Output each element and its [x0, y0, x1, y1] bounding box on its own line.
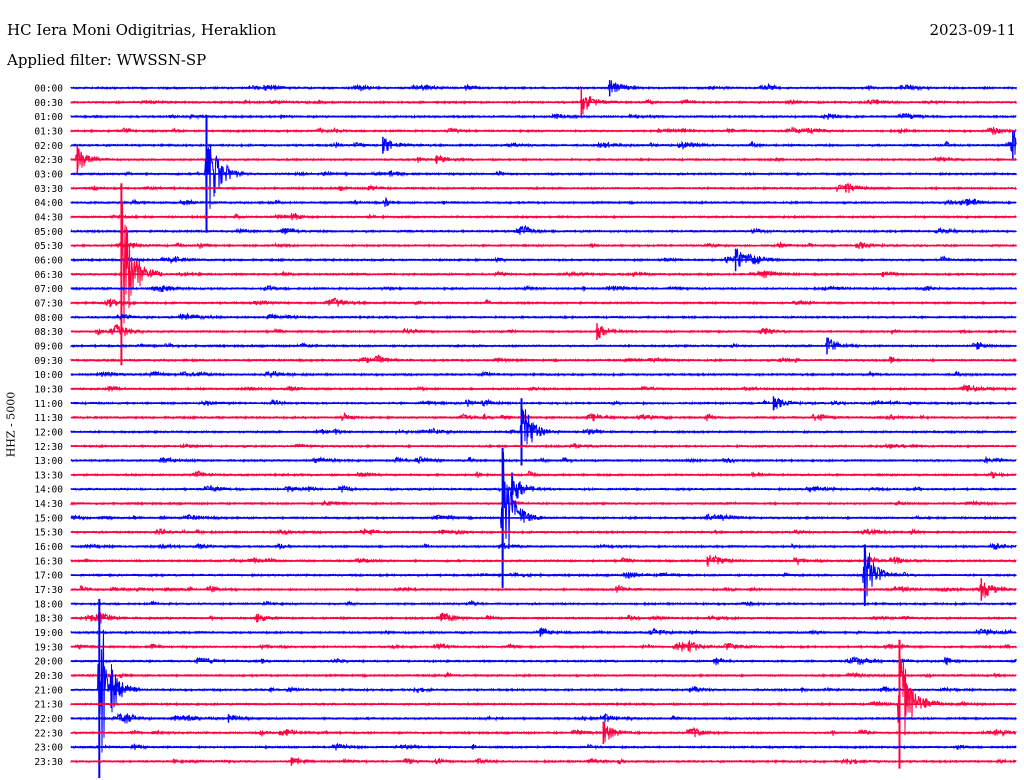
row-time-label: 04:30 — [34, 212, 63, 223]
row-time-label: 13:00 — [34, 456, 63, 467]
row-time-label: 01:00 — [34, 112, 63, 123]
row-time-label: 17:00 — [34, 571, 63, 582]
row-time-label: 22:30 — [34, 728, 63, 739]
trace-row-0200 — [70, 130, 1017, 155]
row-time-label: 19:00 — [34, 628, 63, 639]
row-time-label: 21:00 — [34, 685, 63, 696]
row-time-label: 23:30 — [34, 757, 63, 768]
row-time-label: 13:30 — [34, 470, 63, 481]
row-time-label: 17:30 — [34, 585, 63, 596]
trace-row-0500 — [70, 225, 1017, 235]
row-time-label: 00:30 — [34, 98, 63, 109]
row-time-label: 05:30 — [34, 241, 63, 252]
row-time-label: 05:00 — [34, 227, 63, 238]
row-time-label: 20:30 — [34, 671, 63, 682]
trace-row-1900 — [70, 627, 1017, 636]
trace-row-0300 — [70, 145, 1017, 209]
row-time-label: 19:30 — [34, 642, 63, 653]
row-time-label: 02:30 — [34, 155, 63, 166]
row-time-label: 01:30 — [34, 126, 63, 137]
row-time-label: 07:00 — [34, 284, 63, 295]
trace-row-2100 — [70, 629, 1017, 753]
row-time-label: 21:30 — [34, 700, 63, 711]
row-time-label: 07:30 — [34, 298, 63, 309]
row-time-label: 03:00 — [34, 169, 63, 180]
trace-row-1100 — [70, 397, 1017, 410]
row-time-label: 18:30 — [34, 614, 63, 625]
trace-row-0600 — [70, 247, 1017, 267]
row-time-label: 10:30 — [34, 384, 63, 395]
row-time-label: 18:00 — [34, 599, 63, 610]
row-time-label: 03:30 — [34, 184, 63, 195]
row-time-label: 22:00 — [34, 714, 63, 725]
row-time-label: 14:30 — [34, 499, 63, 510]
row-time-label: 08:00 — [34, 313, 63, 324]
row-time-label: 06:00 — [34, 255, 63, 266]
trace-row-2130 — [70, 655, 1017, 736]
trace-row-0900 — [70, 337, 1017, 350]
trace-row-1200 — [70, 409, 1017, 445]
trace-row-1400 — [70, 474, 1017, 499]
row-time-label: 02:00 — [34, 141, 63, 152]
row-time-label: 16:00 — [34, 542, 63, 553]
station-title: HC Iera Moni Odigitrias, Heraklion — [7, 21, 277, 39]
trace-row-0000 — [70, 80, 1017, 93]
row-time-label: 11:30 — [34, 413, 63, 424]
date-label: 2023-09-11 — [929, 21, 1016, 39]
row-time-label: 09:30 — [34, 356, 63, 367]
row-time-label: 20:00 — [34, 657, 63, 668]
trace-row-0030 — [70, 96, 1017, 115]
row-time-label: 08:30 — [34, 327, 63, 338]
row-time-label: 09:00 — [34, 341, 63, 352]
row-time-label: 06:30 — [34, 270, 63, 281]
row-time-label: 14:00 — [34, 485, 63, 496]
trace-row-0630 — [70, 202, 1017, 324]
row-time-label: 11:00 — [34, 399, 63, 410]
row-time-label: 16:30 — [34, 556, 63, 567]
row-time-label: 15:30 — [34, 528, 63, 539]
row-time-label: 10:00 — [34, 370, 63, 381]
row-time-label: 12:30 — [34, 442, 63, 453]
row-time-label: 04:00 — [34, 198, 63, 209]
row-time-label: 15:00 — [34, 513, 63, 524]
row-time-label: 00:00 — [34, 84, 63, 95]
row-time-label: 23:00 — [34, 743, 63, 754]
filter-label: Applied filter: WWSSN-SP — [7, 51, 207, 69]
row-time-label: 12:00 — [34, 427, 63, 438]
